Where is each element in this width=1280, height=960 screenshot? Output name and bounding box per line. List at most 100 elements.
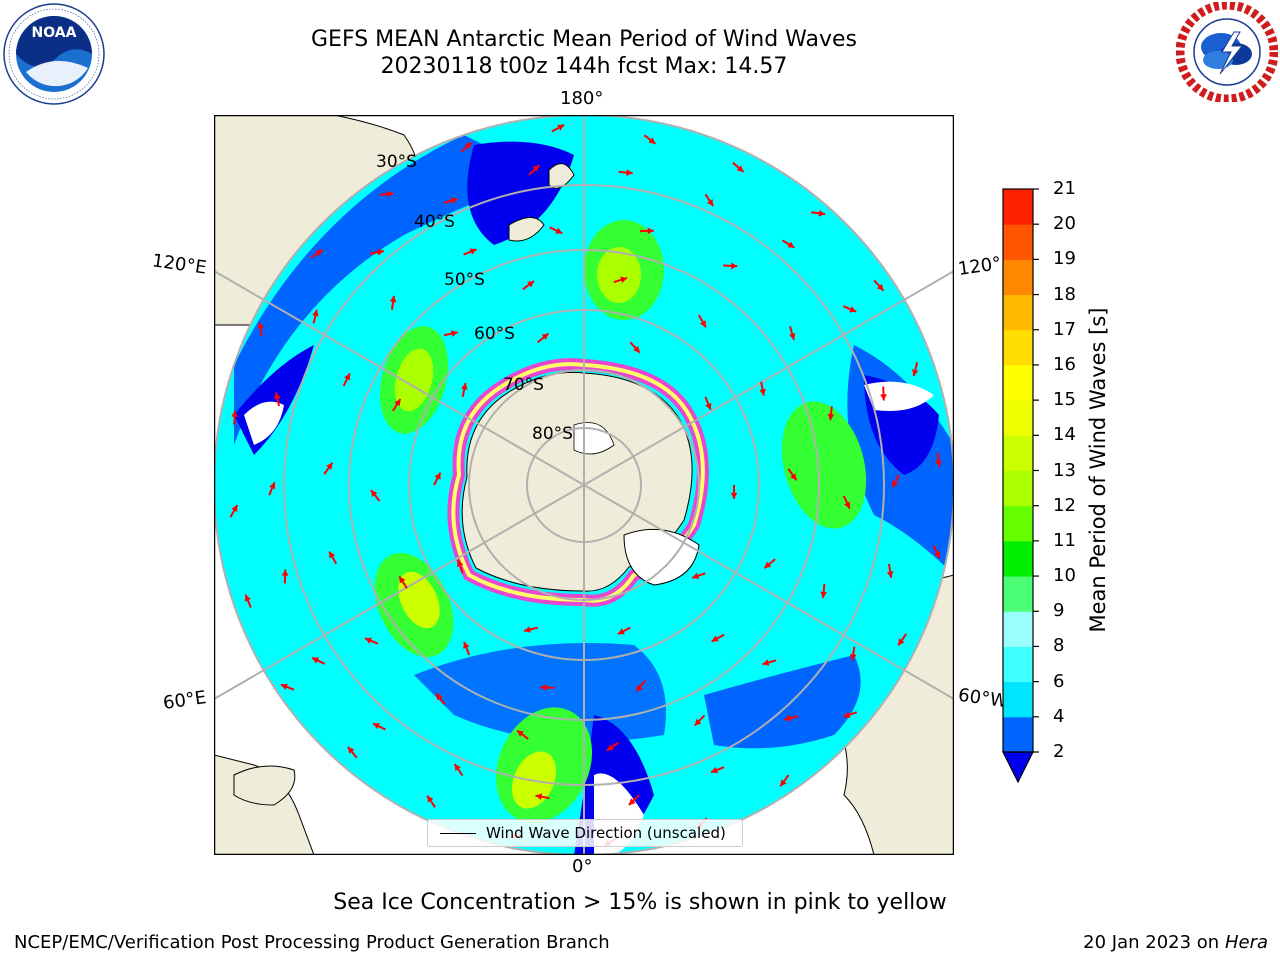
wind-wave-arrow-head xyxy=(231,410,238,417)
colorbar-tick-label: 16 xyxy=(1053,353,1076,375)
wind-wave-arrow-head xyxy=(312,657,319,664)
wind-wave-arrow-head xyxy=(764,561,772,569)
wind-wave-arrow-head xyxy=(280,683,288,690)
wind-wave-arrow-head xyxy=(633,345,640,353)
wind-wave-arrow-head xyxy=(711,635,719,642)
map-border xyxy=(214,115,954,855)
wind-wave-arrow-head xyxy=(787,241,795,248)
wind-wave-arrow-head xyxy=(844,501,851,509)
wind-wave-arrow-head xyxy=(849,306,857,313)
wind-wave-arrow-head xyxy=(454,764,461,771)
wind-wave-arrow-head xyxy=(469,248,477,255)
chart-title: GEFS MEAN Antarctic Mean Period of Wind … xyxy=(311,27,857,52)
colorbar-tick-label: 8 xyxy=(1053,635,1065,657)
legend-line-swatch xyxy=(440,832,476,834)
wind-wave-arrow-head xyxy=(315,249,323,256)
wind-wave-arrow-head xyxy=(370,490,378,498)
colorbar-tick-label: 15 xyxy=(1053,389,1076,411)
wind-wave-arrow-head xyxy=(436,693,443,701)
wind-wave-arrow-head xyxy=(377,248,384,256)
wind-wave-arrow-head xyxy=(365,637,372,644)
wind-wave-arrow-head xyxy=(257,322,264,329)
colorbar-cell xyxy=(1003,224,1033,260)
colorbar-tick-label: 11 xyxy=(1053,529,1076,551)
colorbar-cell xyxy=(1003,259,1033,296)
wind-wave-arrow-head xyxy=(427,795,434,803)
lon-label-180: 180° xyxy=(560,88,604,109)
wind-wave-arrow-head xyxy=(617,628,625,635)
wind-wave-arrow-head xyxy=(692,572,700,579)
wind-wave-arrow-head xyxy=(911,369,919,376)
colorbar-cell xyxy=(1003,189,1033,225)
wind-wave-arrow-head xyxy=(606,744,614,751)
sea-ice-note: Sea Ice Concentration > 15% is shown in … xyxy=(333,890,947,915)
wind-wave-arrow-head xyxy=(557,124,565,131)
wind-wave-arrow-head xyxy=(373,723,380,730)
wind-wave-arrow-head xyxy=(886,571,894,578)
wind-wave-arrow-head xyxy=(329,551,336,559)
wind-wave-arrow-head xyxy=(535,793,543,800)
lon-label-0: 0° xyxy=(572,856,593,877)
wind-wave-arrow-head xyxy=(705,402,712,410)
wind-wave-arrow-head xyxy=(843,711,851,718)
wind-wave-arrow-head xyxy=(780,779,787,787)
wind-wave-arrow-head xyxy=(647,227,654,235)
wind-wave-arrow-head xyxy=(694,718,702,726)
nws-logo xyxy=(1176,2,1278,102)
colorbar-cell xyxy=(1003,540,1033,577)
wind-wave-arrow-head xyxy=(394,399,401,407)
wind-wave-arrow-head xyxy=(399,576,406,584)
wind-wave-arrow-head xyxy=(730,262,738,270)
footer-host: Hera xyxy=(1224,932,1268,953)
colorbar-tick-label: 17 xyxy=(1053,318,1076,340)
wind-wave-arrow-head xyxy=(730,492,738,499)
colorbar-tick-label: 21 xyxy=(1053,178,1076,199)
footer-credit: NCEP/EMC/Verification Post Processing Pr… xyxy=(14,932,610,953)
colorbar-cell xyxy=(1003,646,1033,683)
wind-wave-arrow-head xyxy=(827,413,835,421)
colorbar-tick-label: 2 xyxy=(1053,741,1065,762)
wind-wave-arrow-head xyxy=(876,283,884,291)
wind-wave-arrow-head xyxy=(784,714,792,722)
footer-date-text: 20 Jan 2023 on xyxy=(1083,932,1225,953)
colorbar-tick-label: 18 xyxy=(1053,283,1076,305)
wind-wave-arrow-head xyxy=(790,473,797,481)
colorbar-tick-label: 14 xyxy=(1053,424,1076,446)
wind-wave-arrow-head xyxy=(711,766,718,774)
colorbar-tick-label: 12 xyxy=(1053,494,1076,516)
wind-wave-arrow-head xyxy=(450,197,458,204)
map-legend: Wind Wave Direction (unscaled) xyxy=(427,819,743,847)
colorbar xyxy=(1002,188,1039,784)
wind-wave-arrow-head xyxy=(524,626,531,633)
colorbar-cell xyxy=(1003,470,1033,507)
colorbar-cell xyxy=(1003,716,1033,753)
colorbar-cell xyxy=(1003,611,1033,647)
wind-wave-arrow-head xyxy=(935,460,942,467)
colorbar-cell xyxy=(1003,681,1033,718)
wind-wave-arrow-head xyxy=(555,227,563,234)
wind-wave-arrow-head xyxy=(898,638,905,646)
wind-wave-arrow-head xyxy=(464,142,472,149)
colorbar-cell xyxy=(1003,400,1033,436)
wind-wave-arrow-head xyxy=(818,209,826,217)
lat-label-70s: 70°S xyxy=(503,375,544,395)
wind-wave-arrow-head xyxy=(463,641,470,649)
wind-wave-arrow-head xyxy=(281,569,289,576)
lat-label-40s: 40°S xyxy=(414,212,455,232)
colorbar-tick-label: 4 xyxy=(1053,705,1065,727)
colorbar-cell xyxy=(1003,435,1033,471)
lon-label-120e: 120°E xyxy=(150,250,208,279)
wind-wave-arrow-head xyxy=(517,730,524,737)
wind-wave-arrow-head xyxy=(628,798,636,805)
colorbar-label: Mean Period of Wind Waves [s] xyxy=(1086,307,1110,633)
wind-wave-arrow-head xyxy=(880,394,887,401)
wind-wave-arrow-head xyxy=(456,559,464,567)
colorbar-cell xyxy=(1003,364,1033,401)
wind-wave-arrow-head xyxy=(892,480,899,488)
wind-wave-arrow-head xyxy=(759,388,766,396)
wind-wave-arrow-head xyxy=(386,190,394,198)
polar-map xyxy=(214,115,954,855)
wind-wave-arrow-head xyxy=(849,653,857,661)
legend-label: Wind Wave Direction (unscaled) xyxy=(486,824,726,842)
colorbar-tick-label: 9 xyxy=(1053,600,1065,622)
